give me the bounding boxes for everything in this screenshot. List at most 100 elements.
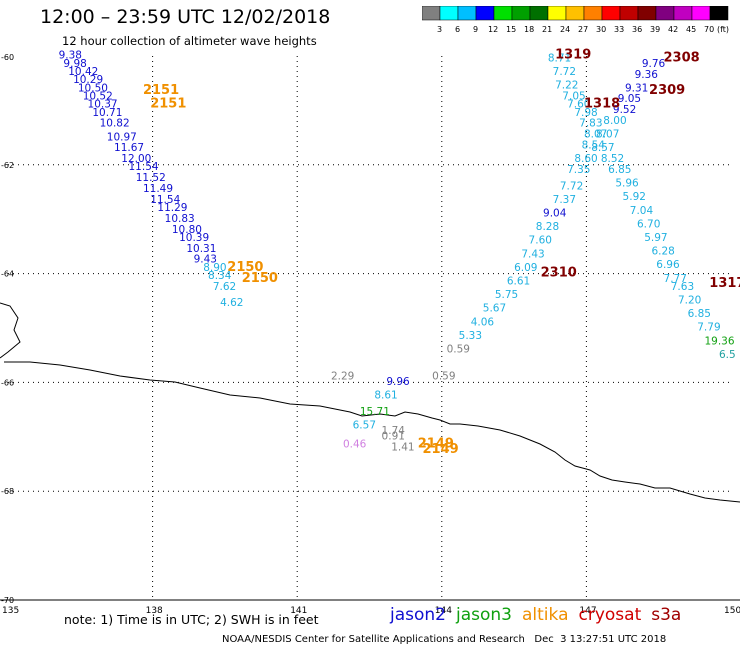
x-tick-label: 147: [579, 606, 596, 616]
wave-height-label: 8.07: [596, 129, 619, 141]
wave-height-label: 10.97: [107, 131, 137, 143]
color-swatch: [422, 6, 441, 21]
wave-height-label: 12.00: [121, 153, 151, 165]
wave-height-label: 8.54: [582, 139, 606, 151]
color-scale-label: 3: [437, 25, 442, 34]
color-scale-label: 42: [668, 25, 678, 34]
wave-height-label: 7.22: [555, 80, 578, 92]
color-swatch: [511, 6, 531, 21]
wave-height-label: 10.39: [179, 232, 209, 244]
pass-time-label: 2151: [143, 83, 179, 98]
pass-time-label: 2149: [423, 442, 459, 457]
pass-time-label: 2150: [227, 260, 263, 275]
wave-height-label: 10.82: [100, 118, 130, 130]
wave-height-label: 10.29: [73, 74, 103, 86]
wave-height-label: 9.05: [618, 93, 641, 105]
wave-height-label: 6.09: [514, 262, 537, 274]
wave-height-label: 5.33: [459, 330, 482, 342]
wave-height-label: 5.97: [644, 232, 667, 244]
wave-height-label: 11.67: [114, 142, 144, 154]
color-swatch: [709, 6, 729, 21]
wave-height-label: 7.72: [553, 66, 576, 78]
wave-height-label: 9.96: [386, 376, 410, 388]
color-swatch: [619, 6, 639, 21]
color-swatch: [691, 6, 711, 21]
coastline: [0, 302, 740, 503]
wave-height-label: 10.31: [186, 243, 216, 255]
x-tick-label: 150: [724, 606, 740, 616]
wave-height-label: 7.37: [553, 194, 576, 206]
color-swatch: [475, 6, 495, 21]
wave-height-label: 8.00: [603, 115, 626, 127]
pass-time-label: 2151: [150, 97, 186, 112]
color-scale-label: 36: [632, 25, 642, 34]
x-tick-label: 144: [435, 606, 452, 616]
x-tick-label: 135: [2, 606, 19, 616]
wave-height-label: 9.98: [63, 58, 86, 70]
points-layer: 9.389.9810.4210.2910.5010.5210.3710.7110…: [59, 48, 740, 457]
y-tick-label: -70: [1, 596, 14, 605]
wave-height-label: 10.42: [68, 66, 98, 78]
color-scale-label: 70: [704, 25, 714, 34]
color-scale-label: 18: [524, 25, 534, 34]
credit-line: NOAA/NESDIS Center for Satellite Applica…: [222, 634, 667, 645]
x-tick-label: 141: [290, 606, 307, 616]
wave-height-label: 1.41: [391, 441, 414, 453]
wave-height-label: 10.71: [92, 107, 122, 119]
wave-height-label: 7.60: [529, 235, 552, 247]
wave-height-label: 7.04: [630, 205, 654, 217]
color-swatch: [493, 6, 513, 21]
wave-height-label: 0.59: [447, 343, 470, 355]
wave-height-label: 6.28: [651, 246, 674, 258]
wave-height-label: 7.20: [678, 295, 701, 307]
wave-height-label: 8.90: [203, 262, 226, 274]
color-swatch: [547, 6, 567, 21]
wave-height-label: 5.92: [623, 191, 646, 203]
satellite-legend: jason2 jason3 altika cryosat s3a: [390, 605, 691, 625]
satellite-legend-item: altika: [522, 605, 569, 625]
wave-height-label: 8.07: [584, 129, 607, 141]
color-scale-legend: 3 6 9 12 15 18 21 24 27 30 33 36 39 42 45 70 (ft): [422, 6, 729, 34]
chart-title: 12:00 – 23:59 UTC 12/02/2018: [40, 6, 331, 28]
wave-height-label: 7.83: [579, 118, 602, 130]
color-swatch: [637, 6, 657, 21]
color-swatch: [655, 6, 675, 21]
wave-height-label: 15.71: [360, 406, 390, 418]
pass-time-label: 1317: [709, 276, 740, 291]
wave-height-label: 11.54: [150, 194, 180, 206]
pass-time-label: 2308: [664, 50, 700, 65]
satellite-legend-item: cryosat: [578, 605, 642, 625]
wave-height-label: 7.63: [671, 281, 694, 293]
y-tick-label: -66: [1, 378, 14, 387]
wave-height-label: 9.76: [642, 58, 666, 70]
y-tick-label: -64: [1, 270, 14, 279]
wave-height-label: 9.52: [613, 104, 636, 116]
wave-height-label: 6.85: [688, 308, 711, 320]
y-tick-label: -68: [1, 487, 14, 496]
wave-height-label: 8.28: [536, 221, 559, 233]
wave-height-label: 0.59: [432, 371, 455, 383]
wave-height-label: 7.79: [697, 322, 720, 334]
color-scale-label: 12: [488, 25, 498, 34]
color-swatch: [457, 6, 477, 21]
color-scale-label: 27: [578, 25, 588, 34]
wave-height-label: 0.46: [343, 439, 367, 451]
wave-height-label: 1.74: [382, 425, 406, 437]
wave-height-label: 7.77: [664, 273, 687, 285]
wave-height-label: 7.05: [562, 91, 585, 103]
color-scale-label: 45: [686, 25, 696, 34]
wave-height-label: 8.52: [601, 153, 624, 165]
wave-height-label: 2.29: [331, 371, 354, 383]
pass-time-label: 2310: [541, 265, 577, 280]
wave-height-label: 11.29: [157, 202, 187, 214]
wave-height-label: 9.36: [635, 69, 659, 81]
y-tick-label: -60: [1, 53, 14, 62]
wave-height-label: 6.5: [719, 349, 736, 361]
color-scale-label: 30: [596, 25, 606, 34]
axis-layer: 135 138 141 144 147 150 -60 -62 -64 -66 -68 -70: [0, 53, 740, 616]
chart-subtitle: 12 hour collection of altimeter wave hei…: [62, 34, 317, 48]
satellite-legend-item: jason2: [390, 605, 446, 625]
color-scale-label: 39: [650, 25, 660, 34]
wave-height-label: 6.57: [353, 420, 376, 432]
pass-time-label: 2149: [418, 437, 454, 452]
